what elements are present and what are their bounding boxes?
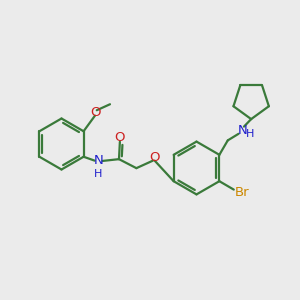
Text: O: O bbox=[149, 151, 159, 164]
Text: H: H bbox=[245, 129, 254, 140]
Text: O: O bbox=[115, 131, 125, 144]
Text: N: N bbox=[237, 124, 247, 137]
Text: H: H bbox=[94, 169, 102, 179]
Text: O: O bbox=[90, 106, 101, 119]
Text: N: N bbox=[94, 154, 103, 167]
Text: Br: Br bbox=[235, 185, 250, 199]
